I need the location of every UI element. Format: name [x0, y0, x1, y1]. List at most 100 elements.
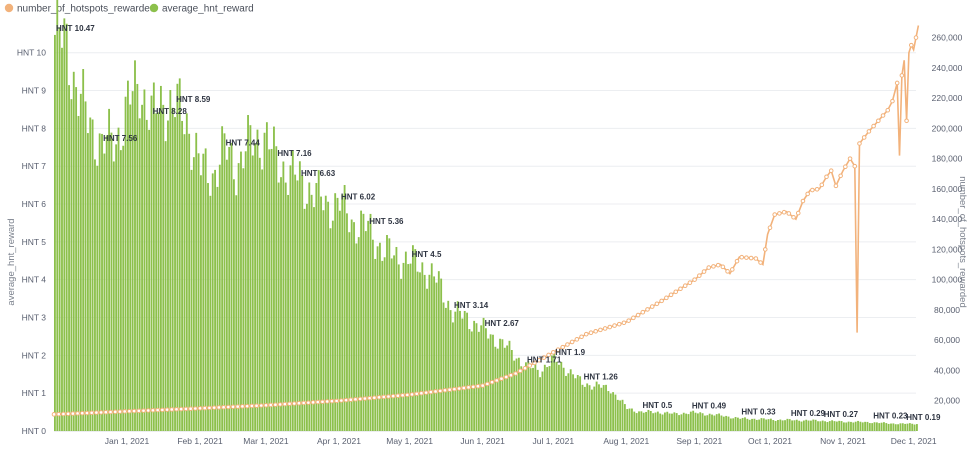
x-tick-label: Feb 1, 2021	[177, 436, 223, 446]
reward-bar	[621, 399, 624, 431]
reward-bar	[831, 420, 834, 431]
x-tick-label: Nov 1, 2021	[820, 436, 866, 446]
reward-bar	[852, 422, 855, 431]
reward-bar	[480, 325, 483, 431]
legend-item-hotspots[interactable]: number_of_hotspots_rewarded	[4, 4, 156, 15]
hotspots-point	[475, 383, 481, 389]
reward-annotation: HNT 8.28	[153, 107, 188, 116]
hotspots-point	[235, 404, 241, 409]
hotspots-point	[197, 406, 203, 411]
reward-bar	[833, 421, 836, 431]
reward-bar	[70, 99, 73, 432]
reward-bar	[190, 169, 193, 432]
reward-bar	[810, 420, 812, 431]
reward-bar	[800, 421, 803, 431]
reward-bar	[560, 361, 563, 431]
reward-bar	[725, 415, 728, 431]
hotspots-point	[136, 408, 142, 414]
reward-bar	[329, 228, 332, 431]
reward-bar	[117, 127, 120, 431]
reward-bar	[737, 417, 739, 431]
hotspots-point	[84, 410, 90, 416]
reward-bar	[327, 201, 330, 431]
reward-bar	[454, 311, 457, 431]
reward-bar	[699, 412, 702, 431]
reward-bar	[150, 95, 153, 431]
reward-bar	[112, 161, 115, 431]
reward-bar	[499, 338, 501, 431]
reward-bar	[913, 424, 916, 431]
reward-bar	[583, 386, 586, 431]
reward-bar	[258, 157, 261, 431]
reward-bar	[65, 23, 68, 432]
reward-bar	[68, 85, 70, 432]
line-series	[51, 25, 920, 417]
reward-bar	[682, 412, 685, 431]
reward-bar	[824, 421, 826, 431]
hotspots-point	[395, 393, 401, 398]
reward-bar	[734, 416, 737, 431]
reward-bar	[343, 185, 346, 431]
reward-bar	[320, 196, 322, 431]
reward-bar	[411, 245, 414, 431]
reward-bar	[631, 408, 633, 431]
hotspots-point	[339, 398, 344, 403]
reward-bar	[906, 423, 909, 431]
reward-bar	[72, 71, 75, 432]
reward-bar	[207, 183, 209, 431]
reward-bar	[256, 129, 259, 431]
reward-bar	[61, 47, 63, 431]
reward-bar	[494, 346, 497, 431]
reward-bar	[838, 420, 841, 431]
reward-bar	[784, 420, 786, 431]
x-tick-label: May 1, 2021	[386, 436, 433, 446]
reward-bar	[779, 419, 782, 431]
reward-bar	[748, 419, 751, 431]
legend-item-hnt-reward[interactable]: average_hnt_reward	[149, 4, 254, 15]
reward-bar	[687, 414, 690, 431]
hotspots-point	[583, 331, 589, 337]
reward-bar	[247, 115, 249, 431]
reward-bar	[845, 422, 848, 431]
reward-bar	[840, 421, 843, 431]
hotspots-point	[499, 376, 504, 381]
reward-bar	[656, 411, 659, 431]
reward-bar	[79, 93, 82, 431]
reward-bar	[508, 340, 511, 431]
reward-bar	[468, 329, 471, 431]
reward-bar	[440, 278, 443, 431]
y-left-tick-label: HNT 3	[22, 313, 47, 323]
reward-bar	[157, 112, 160, 431]
reward-bar	[235, 195, 238, 431]
reward-bar	[178, 78, 181, 431]
reward-bar	[346, 213, 348, 431]
hotspots-point	[805, 191, 810, 197]
hotspots-point	[160, 407, 165, 413]
hotspots-point	[800, 198, 806, 204]
hotspots-point	[532, 360, 537, 366]
y-right-tick-label: 240,000	[932, 63, 963, 73]
reward-bar	[550, 355, 553, 431]
hotspots-point	[447, 387, 452, 393]
reward-bar	[722, 416, 725, 431]
reward-bar	[277, 182, 280, 431]
reward-bar	[162, 104, 165, 431]
hotspots-point	[428, 389, 434, 395]
hotspots-point	[857, 141, 862, 146]
x-tick-label: Oct 1, 2021	[748, 436, 792, 446]
hotspots-point	[56, 411, 62, 417]
reward-bar	[715, 414, 718, 431]
hotspots-point	[324, 399, 330, 404]
hotspots-point	[390, 393, 396, 399]
x-ticks: Jan 1, 2021 Feb 1, 2021 Mar 1, 2021 Apr 1, …	[105, 436, 937, 446]
hotspots-point	[513, 371, 518, 376]
reward-bar	[197, 153, 200, 432]
reward-bar	[89, 117, 92, 432]
reward-bar	[744, 417, 746, 431]
reward-annotation: HNT 7.16	[277, 149, 312, 158]
reward-bar	[795, 419, 798, 431]
hotspots-point	[367, 395, 372, 401]
hotspots-point	[225, 404, 231, 410]
reward-bar	[581, 384, 584, 431]
reward-bar	[718, 413, 721, 431]
